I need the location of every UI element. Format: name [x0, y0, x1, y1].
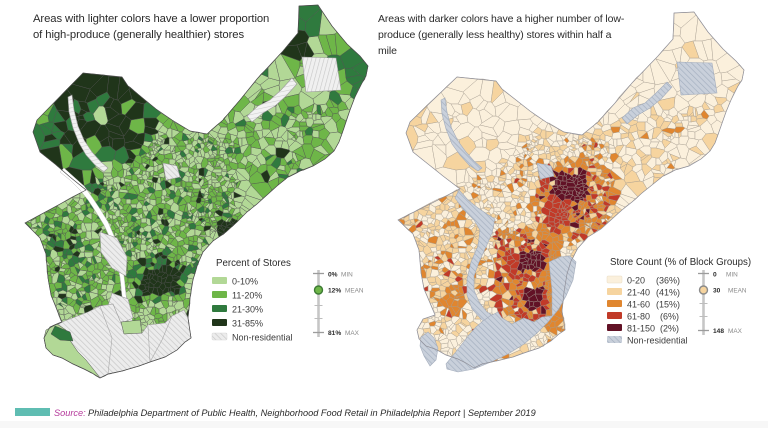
svg-text:Non-residential: Non-residential — [232, 333, 293, 343]
svg-text:MIN: MIN — [726, 272, 738, 279]
svg-text:MIN: MIN — [341, 272, 353, 279]
svg-text:21-30%: 21-30% — [232, 305, 263, 315]
svg-text:148: 148 — [713, 328, 724, 335]
svg-text:0%: 0% — [328, 272, 338, 279]
svg-text:Philadelphia Department of Pub: Philadelphia Department of Public Health… — [88, 408, 536, 418]
svg-text:31-85%: 31-85% — [232, 319, 263, 329]
svg-text:(41%): (41%) — [656, 288, 680, 298]
svg-text:of high-produce (generally hea: of high-produce (generally healthier) st… — [33, 29, 244, 41]
svg-text:(15%): (15%) — [656, 300, 680, 310]
svg-text:(6%): (6%) — [660, 312, 679, 322]
svg-text:0: 0 — [713, 272, 717, 279]
svg-text:0-20: 0-20 — [627, 276, 645, 286]
svg-text:Non-residential: Non-residential — [627, 336, 688, 346]
svg-text:Store Count (% of Block Groups: Store Count (% of Block Groups) — [610, 257, 751, 268]
svg-text:81-150: 81-150 — [627, 324, 655, 334]
svg-text:MEAN: MEAN — [345, 288, 364, 295]
svg-text:81%: 81% — [328, 330, 341, 337]
svg-text:(36%): (36%) — [656, 276, 680, 286]
svg-text:Areas with darker colors have: Areas with darker colors have a higher n… — [378, 13, 625, 25]
svg-text:Source:: Source: — [54, 408, 86, 418]
svg-text:(2%): (2%) — [660, 324, 679, 334]
svg-text:MEAN: MEAN — [728, 288, 747, 295]
svg-text:produce (generally less health: produce (generally less healthy) stores … — [378, 29, 612, 41]
svg-text:MAX: MAX — [345, 330, 360, 337]
svg-text:mile: mile — [378, 45, 397, 57]
svg-text:30: 30 — [713, 288, 721, 295]
svg-text:12%: 12% — [328, 288, 341, 295]
svg-text:Percent of Stores: Percent of Stores — [216, 258, 291, 269]
svg-text:0-10%: 0-10% — [232, 277, 258, 287]
svg-text:11-20%: 11-20% — [232, 291, 262, 301]
svg-text:41-60: 41-60 — [627, 300, 650, 310]
svg-text:21-40: 21-40 — [627, 288, 650, 298]
svg-text:Areas with lighter colors have: Areas with lighter colors have a lower p… — [33, 13, 269, 25]
svg-text:MAX: MAX — [728, 328, 743, 335]
svg-text:61-80: 61-80 — [627, 312, 650, 322]
